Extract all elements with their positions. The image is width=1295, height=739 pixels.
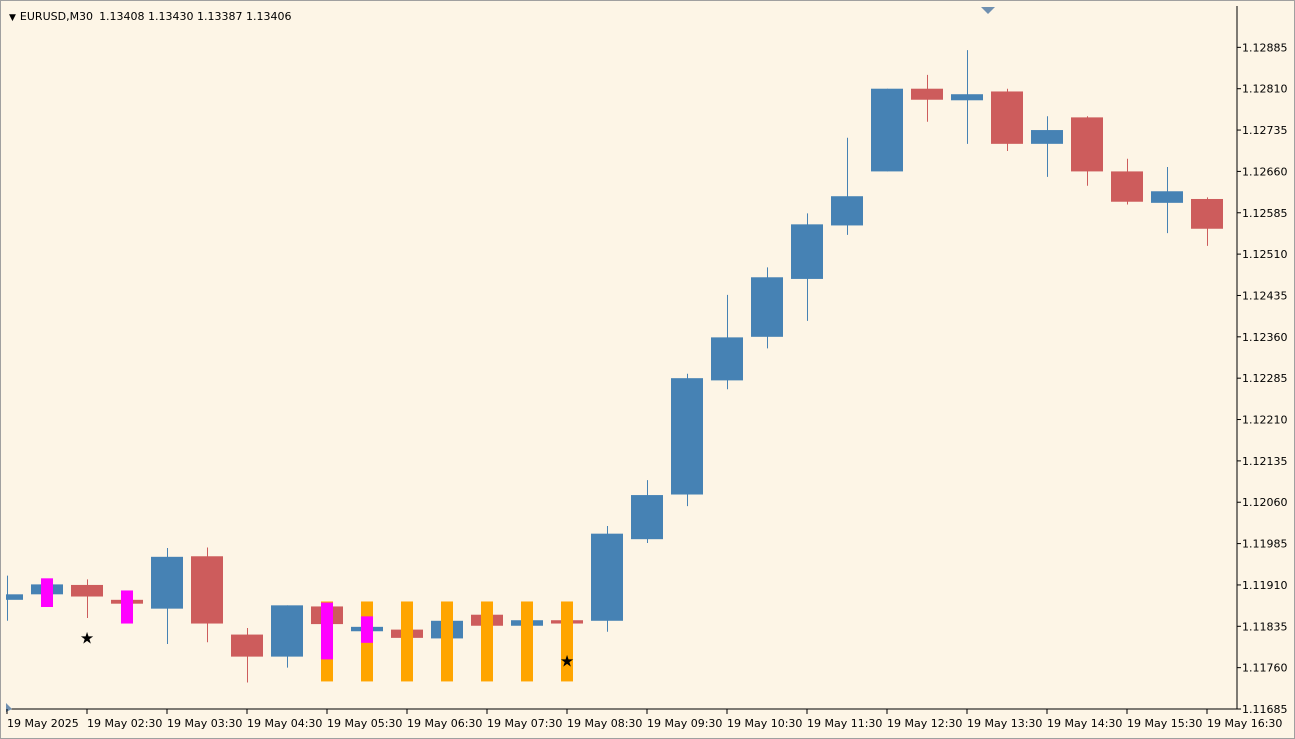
candles — [6, 50, 1223, 683]
candle-body — [1151, 191, 1183, 203]
candle-body — [831, 196, 863, 226]
time-tick-label: 19 May 16:30 — [1207, 717, 1282, 730]
candle-body — [151, 556, 183, 609]
candle-body — [191, 556, 223, 624]
time-tick-label: 19 May 07:30 — [487, 717, 562, 730]
candle-body — [231, 634, 263, 657]
candle-body — [271, 605, 303, 657]
candle-body — [591, 533, 623, 621]
star-marker-icon: ★ — [80, 628, 94, 647]
price-tick-label: 1.11985 — [1242, 538, 1288, 551]
time-tick-label: 19 May 06:30 — [407, 717, 482, 730]
shift-marker-icon — [981, 7, 995, 14]
axes — [6, 6, 1238, 712]
signal-bar-orange — [401, 601, 413, 682]
time-tick-label: 19 May 03:30 — [167, 717, 242, 730]
candle-body — [711, 337, 743, 381]
price-tick-label: 1.11910 — [1242, 579, 1288, 592]
signal-bar-magenta — [361, 616, 373, 643]
time-tick-label: 19 May 04:30 — [247, 717, 322, 730]
time-tick-label: 19 May 05:30 — [327, 717, 402, 730]
time-tick-label: 19 May 13:30 — [967, 717, 1042, 730]
candle-body — [791, 224, 823, 279]
candle-body — [1071, 117, 1103, 172]
candle-body — [911, 88, 943, 100]
chart-header: ▼ EURUSD,M30 1.13408 1.13430 1.13387 1.134… — [9, 10, 292, 23]
collapse-triangle-icon[interactable]: ▼ — [9, 13, 16, 23]
price-tick-label: 1.12360 — [1242, 331, 1288, 344]
candle-body — [871, 88, 903, 172]
candle-body — [951, 94, 983, 101]
candle-body — [6, 594, 23, 600]
price-tick-label: 1.11685 — [1242, 703, 1288, 716]
candle-body — [631, 495, 663, 540]
time-tick-label: 19 May 2025 — [7, 717, 79, 730]
time-tick-label: 19 May 10:30 — [727, 717, 802, 730]
indicator-overlay: ★★ — [41, 578, 574, 682]
candle-body — [1111, 171, 1143, 202]
candle-body — [1191, 198, 1223, 229]
price-tick-label: 1.12585 — [1242, 207, 1288, 220]
price-tick-label: 1.12060 — [1242, 496, 1288, 509]
candle-body — [671, 378, 703, 495]
signal-bar-magenta — [41, 578, 53, 607]
signal-bar-orange — [521, 601, 533, 682]
candle-body — [71, 584, 103, 597]
time-tick-label: 19 May 12:30 — [887, 717, 962, 730]
star-marker-icon: ★ — [560, 651, 574, 670]
signal-bar-orange — [561, 601, 573, 682]
time-tick-label: 19 May 02:30 — [87, 717, 162, 730]
price-tick-label: 1.12435 — [1242, 289, 1288, 302]
price-tick-label: 1.12510 — [1242, 248, 1288, 261]
signal-bar-magenta — [321, 602, 333, 660]
signal-bar-orange — [441, 601, 453, 682]
time-tick-label: 19 May 09:30 — [647, 717, 722, 730]
price-tick-label: 1.12210 — [1242, 414, 1288, 427]
candle-body — [991, 91, 1023, 144]
time-scale[interactable]: 19 May 2025 19 May 02:30 19 May 03:30 19 Ma… — [6, 709, 1282, 730]
signal-bar-magenta — [121, 590, 133, 624]
candle-body — [751, 277, 783, 337]
time-tick-label: 19 May 15:30 — [1127, 717, 1202, 730]
price-tick-label: 1.12135 — [1242, 455, 1288, 468]
time-tick-label: 19 May 11:30 — [807, 717, 882, 730]
ohlc-readout: 1.13408 1.13430 1.13387 1.13406 — [99, 10, 292, 23]
price-tick-label: 1.12885 — [1242, 41, 1288, 54]
symbol-label: EURUSD,M30 — [19, 10, 94, 23]
candle-body — [1031, 130, 1063, 144]
price-tick-label: 1.11835 — [1242, 620, 1288, 633]
price-tick-label: 1.12735 — [1242, 124, 1288, 137]
price-tick-label: 1.12660 — [1242, 165, 1288, 178]
price-tick-label: 1.12285 — [1242, 372, 1288, 385]
price-scale[interactable]: 1.12885 1.12810 1.12735 1.12660 1.12585 1.125… — [1237, 41, 1288, 716]
price-tick-label: 1.12810 — [1242, 83, 1288, 96]
signal-bar-orange — [481, 601, 493, 682]
time-tick-label: 19 May 08:30 — [567, 717, 642, 730]
price-tick-label: 1.11760 — [1242, 662, 1288, 675]
time-tick-label: 19 May 14:30 — [1047, 717, 1122, 730]
